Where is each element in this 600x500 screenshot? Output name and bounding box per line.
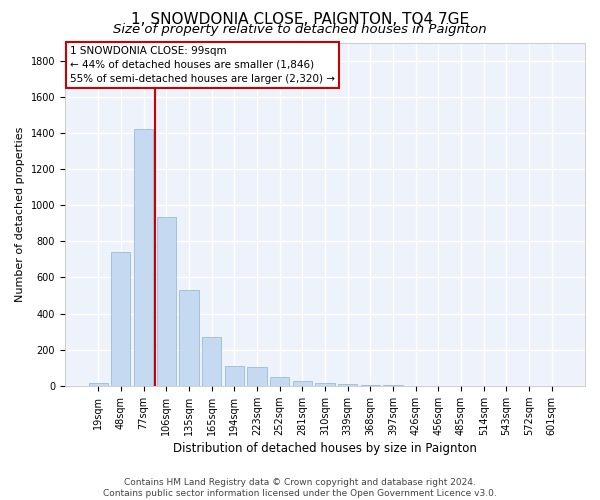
- Bar: [293, 382, 312, 386]
- Text: 1, SNOWDONIA CLOSE, PAIGNTON, TQ4 7GE: 1, SNOWDONIA CLOSE, PAIGNTON, TQ4 7GE: [131, 12, 469, 28]
- X-axis label: Distribution of detached houses by size in Paignton: Distribution of detached houses by size …: [173, 442, 477, 455]
- Bar: [270, 377, 289, 386]
- Bar: [89, 382, 108, 386]
- Bar: [157, 217, 176, 386]
- Bar: [202, 337, 221, 386]
- Bar: [134, 129, 153, 386]
- Text: Contains HM Land Registry data © Crown copyright and database right 2024.
Contai: Contains HM Land Registry data © Crown c…: [103, 478, 497, 498]
- Text: 1 SNOWDONIA CLOSE: 99sqm
← 44% of detached houses are smaller (1,846)
55% of sem: 1 SNOWDONIA CLOSE: 99sqm ← 44% of detach…: [70, 46, 335, 84]
- Bar: [224, 366, 244, 386]
- Text: Size of property relative to detached houses in Paignton: Size of property relative to detached ho…: [113, 22, 487, 36]
- Bar: [316, 383, 335, 386]
- Bar: [338, 384, 357, 386]
- Bar: [247, 367, 266, 386]
- Bar: [179, 290, 199, 386]
- Bar: [111, 252, 130, 386]
- Y-axis label: Number of detached properties: Number of detached properties: [15, 126, 25, 302]
